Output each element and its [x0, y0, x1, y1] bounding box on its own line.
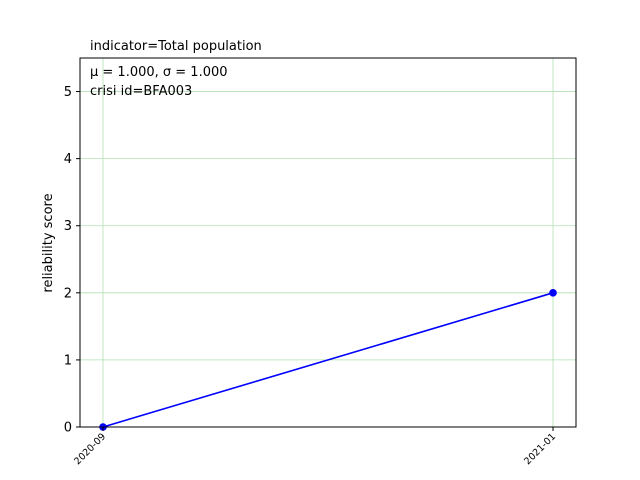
y-axis-ticks: 0 1 2 3 4 5 — [64, 85, 80, 436]
grid — [80, 58, 576, 427]
series-line — [102, 292, 554, 428]
plot-frame — [79, 57, 577, 428]
y-tick-label: 1 — [64, 353, 72, 368]
y-tick-label: 0 — [64, 421, 72, 436]
y-tick-label: 2 — [64, 286, 72, 301]
y-tick-label: 3 — [64, 219, 72, 234]
y-axis-label: reliability score — [41, 193, 56, 292]
y-tick-label: 5 — [64, 85, 72, 100]
y-tick-label: 4 — [64, 152, 72, 167]
crisis-annotation: crisi id=BFA003 — [90, 84, 192, 99]
data-point — [549, 289, 557, 297]
chart-title: indicator=Total population — [90, 39, 262, 54]
stats-annotation: μ = 1.000, σ = 1.000 — [90, 65, 228, 80]
